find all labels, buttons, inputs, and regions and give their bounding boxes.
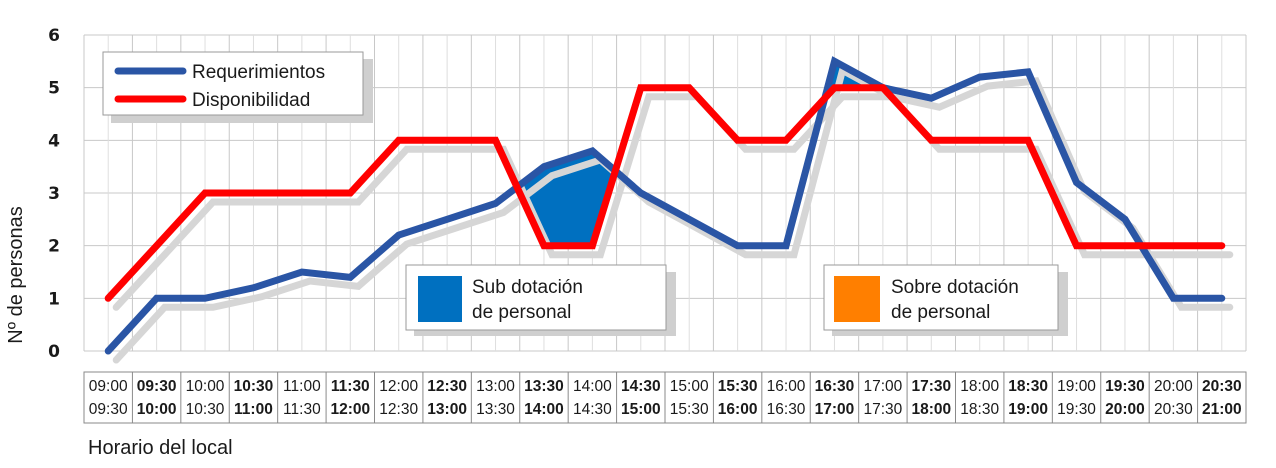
- x-tick-label-end: 13:30: [476, 401, 515, 418]
- x-tick-label-end: 18:00: [911, 401, 951, 418]
- sub-dotacion-label-line2: de personal: [472, 302, 571, 323]
- annotation-sobre-dotacion: Sobre dotación de personal: [823, 264, 1068, 336]
- x-tick-label-end: 15:00: [621, 401, 661, 418]
- sub-dotacion-label-line1: Sub dotación: [472, 277, 583, 298]
- sub-dotacion-area: [517, 150, 616, 246]
- x-axis: 09:00 09:30 09:30 10:00 10:00 10:30 10:30 11:00…: [83, 371, 1247, 424]
- x-tick-label-end: 20:30: [1154, 401, 1193, 418]
- x-tick-label-end: 12:30: [379, 401, 418, 418]
- x-tick-label-start: 14:30: [621, 378, 661, 395]
- y-tick-label: 1: [48, 289, 60, 309]
- y-tick-label: 3: [48, 184, 60, 204]
- x-tick-label-end: 19:30: [1057, 401, 1096, 418]
- series-shadow-0: [112, 65, 1234, 364]
- x-tick-label-end: 10:30: [186, 401, 225, 418]
- x-tick-label-end: 09:30: [89, 401, 128, 418]
- x-tick-label-start: 12:00: [379, 378, 418, 395]
- x-tick-label-end: 10:00: [137, 401, 177, 418]
- x-tick-label-start: 16:00: [767, 378, 806, 395]
- annotation-sub-dotacion: Sub dotación de personal: [405, 264, 676, 336]
- x-tick-label-end: 21:00: [1202, 401, 1242, 418]
- x-tick-label-start: 10:30: [234, 378, 274, 395]
- y-tick-label: 5: [48, 79, 60, 99]
- x-tick-label-start: 15:00: [670, 378, 709, 395]
- legend: Requerimientos Disponibilidad: [102, 51, 373, 123]
- x-tick-label-start: 17:00: [863, 378, 902, 395]
- x-tick-label-start: 19:30: [1105, 378, 1145, 395]
- y-tick-label: 2: [48, 237, 60, 257]
- x-tick-label-start: 09:00: [89, 378, 128, 395]
- x-tick-label-start: 10:00: [186, 378, 225, 395]
- x-tick-label-end: 19:00: [1008, 401, 1048, 418]
- x-tick-label-end: 14:30: [573, 401, 612, 418]
- series-line-disponibilidad: [104, 84, 1226, 302]
- x-tick-label-end: 12:00: [330, 401, 370, 418]
- x-tick-label-end: 16:30: [767, 401, 806, 418]
- x-tick-label-end: 20:00: [1105, 401, 1145, 418]
- x-tick-label-start: 13:00: [476, 378, 515, 395]
- x-tick-label-start: 17:30: [911, 378, 951, 395]
- sobre-dotacion-label-line2: de personal: [891, 302, 990, 323]
- x-tick-label-start: 16:30: [815, 378, 855, 395]
- legend-label-requerimientos: Requerimientos: [192, 62, 325, 83]
- x-tick-label-start: 20:30: [1202, 378, 1242, 395]
- x-tick-label-end: 11:00: [234, 401, 273, 418]
- sobre-dotacion-swatch: [834, 276, 880, 322]
- x-tick-label-start: 09:30: [137, 378, 177, 395]
- x-tick-label-start: 12:30: [427, 378, 467, 395]
- x-tick-label-start: 18:30: [1008, 378, 1048, 395]
- x-tick-label-end: 14:00: [524, 401, 564, 418]
- x-tick-label-start: 18:00: [960, 378, 999, 395]
- x-tick-label-start: 19:00: [1057, 378, 1096, 395]
- x-tick-label-end: 16:00: [718, 401, 758, 418]
- x-tick-label-end: 15:30: [670, 401, 709, 418]
- y-tick-label: 6: [48, 26, 60, 46]
- x-tick-label-end: 17:00: [815, 401, 855, 418]
- sub-dotacion-swatch: [418, 276, 462, 322]
- y-tick-label: 0: [48, 342, 60, 362]
- x-tick-label-start: 11:00: [283, 378, 321, 395]
- x-tick-label-end: 18:30: [960, 401, 999, 418]
- line-shadows: [112, 65, 1234, 364]
- y-axis-title: Nº de personas: [5, 206, 27, 343]
- x-tick-label-start: 13:30: [524, 378, 564, 395]
- x-tick-label-end: 13:00: [427, 401, 467, 418]
- y-tick-label: 4: [48, 131, 60, 151]
- x-axis-title: Horario del local: [88, 437, 233, 459]
- x-tick-label-end: 11:30: [283, 401, 321, 418]
- x-tick-label-start: 15:30: [718, 378, 758, 395]
- sobre-dotacion-label-line1: Sobre dotación: [891, 277, 1019, 298]
- y-axis: 0 1 2 3 4 5 6: [48, 26, 60, 362]
- series-line-requerimientos: [104, 56, 1226, 355]
- series-lines: [104, 56, 1226, 355]
- legend-label-disponibilidad: Disponibilidad: [192, 90, 310, 111]
- x-tick-label-start: 14:00: [573, 378, 612, 395]
- series-shadow-1: [112, 93, 1234, 311]
- x-tick-label-start: 20:00: [1154, 378, 1193, 395]
- x-tick-label-start: 11:30: [331, 378, 370, 395]
- x-tick-label-end: 17:30: [863, 401, 902, 418]
